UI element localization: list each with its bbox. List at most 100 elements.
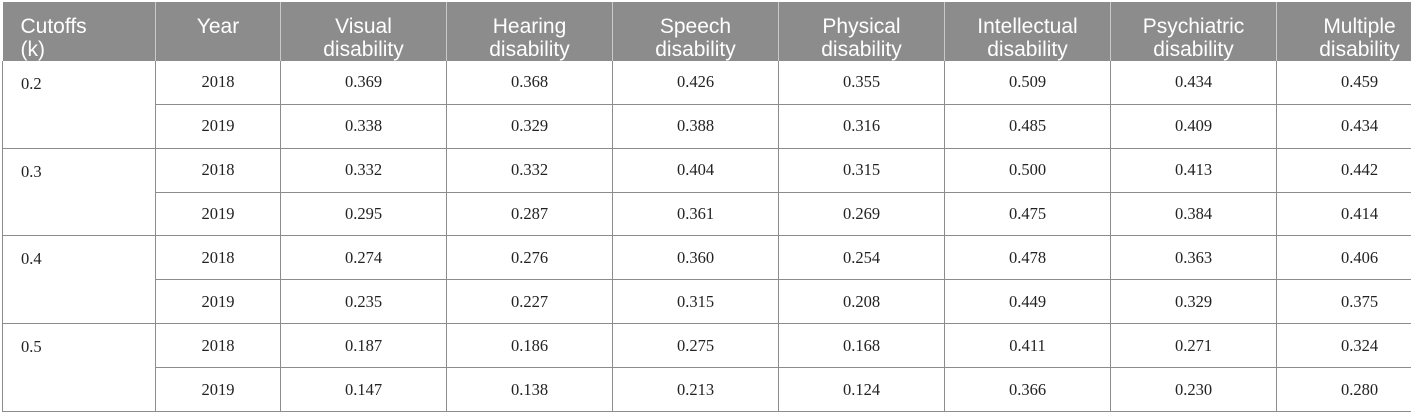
value-cell: 0.324 bbox=[1276, 323, 1411, 369]
value-cell: 0.274 bbox=[280, 235, 447, 281]
header-hearing: Hearing disability bbox=[446, 2, 613, 61]
value-cell: 0.338 bbox=[280, 104, 447, 149]
value-cell: 0.269 bbox=[778, 192, 945, 237]
header-text: disability bbox=[489, 38, 570, 61]
header-text: (k) bbox=[20, 38, 46, 61]
value-cell: 0.449 bbox=[944, 279, 1111, 325]
value-cell: 0.413 bbox=[1110, 148, 1277, 193]
value-cell: 0.409 bbox=[1110, 104, 1277, 149]
year-cell: 2019 bbox=[155, 279, 281, 325]
value-cell: 0.329 bbox=[446, 104, 613, 149]
header-text: Year bbox=[196, 15, 240, 38]
table-row: 0.4 2018 0.274 0.276 0.360 0.254 0.478 0.363 0.4… bbox=[2, 235, 1411, 325]
year-cell: 2019 bbox=[155, 104, 281, 149]
header-year: Year bbox=[155, 2, 281, 61]
value-cell: 0.509 bbox=[944, 61, 1111, 105]
header-physical: Physical disability bbox=[778, 2, 945, 61]
value-cell: 0.368 bbox=[446, 61, 613, 105]
header-text: disability bbox=[323, 38, 404, 61]
value-cell: 0.361 bbox=[612, 192, 779, 237]
value-cell: 0.355 bbox=[778, 61, 945, 105]
value-cell: 0.363 bbox=[1110, 235, 1277, 281]
value-cell: 0.316 bbox=[778, 104, 945, 149]
cutoff-cell: 0.5 bbox=[2, 323, 156, 412]
cutoff-cell: 0.2 bbox=[2, 61, 156, 149]
table-row: 0.3 2018 0.332 0.332 0.404 0.315 0.500 0.413 0.4… bbox=[2, 148, 1411, 237]
value-cell: 0.275 bbox=[612, 323, 779, 369]
value-cell: 0.426 bbox=[612, 61, 779, 105]
value-cell: 0.406 bbox=[1276, 235, 1411, 281]
value-cell: 0.227 bbox=[446, 279, 613, 325]
header-text: disability bbox=[1319, 38, 1400, 61]
header-text: Psychiatric bbox=[1142, 15, 1245, 38]
value-cell: 0.295 bbox=[280, 192, 447, 237]
value-cell: 0.388 bbox=[612, 104, 779, 149]
year-cell: 2019 bbox=[155, 367, 281, 412]
value-cell: 0.186 bbox=[446, 323, 613, 369]
cutoff-cell: 0.3 bbox=[2, 148, 156, 237]
header-visual: Visual disability bbox=[280, 2, 447, 61]
value-cell: 0.315 bbox=[778, 148, 945, 193]
value-cell: 0.500 bbox=[944, 148, 1111, 193]
header-text: Visual bbox=[335, 15, 392, 38]
value-cell: 0.478 bbox=[944, 235, 1111, 281]
header-text: Intellectual bbox=[977, 15, 1078, 38]
value-cell: 0.280 bbox=[1276, 367, 1411, 412]
value-cell: 0.434 bbox=[1276, 104, 1411, 149]
value-cell: 0.485 bbox=[944, 104, 1111, 149]
table-row: 2019 0.295 0.287 0.361 0.269 0.475 0.384 0.414 bbox=[3, 192, 1411, 237]
value-cell: 0.138 bbox=[446, 367, 613, 412]
table-row: 0.5 2018 0.187 0.186 0.275 0.168 0.411 0.271 0.3… bbox=[2, 323, 1411, 412]
header-intellectual: Intellectual disability bbox=[944, 2, 1111, 61]
value-cell: 0.230 bbox=[1110, 367, 1277, 412]
header-text: Cutoffs bbox=[20, 15, 87, 38]
value-cell: 0.404 bbox=[612, 148, 779, 193]
value-cell: 0.384 bbox=[1110, 192, 1277, 237]
header-text: Multiple bbox=[1323, 15, 1396, 38]
header-multiple: Multiple disability bbox=[1276, 2, 1411, 61]
value-cell: 0.369 bbox=[280, 61, 447, 105]
value-cell: 0.411 bbox=[944, 323, 1111, 369]
value-cell: 0.208 bbox=[778, 279, 945, 325]
header-text: disability bbox=[987, 38, 1068, 61]
header-text: disability bbox=[655, 38, 736, 61]
header-speech: Speech disability bbox=[612, 2, 779, 61]
value-cell: 0.332 bbox=[280, 148, 447, 193]
header-psychiatric: Psychiatric disability bbox=[1110, 2, 1277, 61]
value-cell: 0.442 bbox=[1276, 148, 1411, 193]
year-cell: 2018 bbox=[155, 148, 281, 193]
table-row: 2019 0.147 0.138 0.213 0.124 0.366 0.230 0.280 bbox=[3, 367, 1411, 412]
value-cell: 0.414 bbox=[1276, 192, 1411, 237]
value-cell: 0.124 bbox=[778, 367, 945, 412]
value-cell: 0.235 bbox=[280, 279, 447, 325]
year-cell: 2018 bbox=[155, 235, 281, 281]
value-cell: 0.332 bbox=[446, 148, 613, 193]
header-row: Cutoffs (k) Year Visual disability Hearing dis… bbox=[2, 2, 1411, 61]
table-row: 2019 0.338 0.329 0.388 0.316 0.485 0.409 0.434 bbox=[3, 104, 1411, 149]
value-cell: 0.375 bbox=[1276, 279, 1411, 325]
value-cell: 0.434 bbox=[1110, 61, 1277, 105]
value-cell: 0.147 bbox=[280, 367, 447, 412]
table-row: 2019 0.235 0.227 0.315 0.208 0.449 0.329 0.375 bbox=[3, 279, 1411, 325]
header-text: Physical bbox=[822, 15, 901, 38]
value-cell: 0.276 bbox=[446, 235, 613, 281]
header-text: Speech bbox=[659, 15, 732, 38]
year-cell: 2019 bbox=[155, 192, 281, 237]
value-cell: 0.475 bbox=[944, 192, 1111, 237]
value-cell: 0.329 bbox=[1110, 279, 1277, 325]
value-cell: 0.287 bbox=[446, 192, 613, 237]
value-cell: 0.168 bbox=[778, 323, 945, 369]
header-text: Hearing bbox=[492, 15, 567, 38]
value-cell: 0.254 bbox=[778, 235, 945, 281]
cutoff-cell: 0.4 bbox=[2, 235, 156, 325]
value-cell: 0.459 bbox=[1276, 61, 1411, 105]
year-cell: 2018 bbox=[155, 61, 281, 105]
header-text: disability bbox=[821, 38, 902, 61]
value-cell: 0.360 bbox=[612, 235, 779, 281]
value-cell: 0.271 bbox=[1110, 323, 1277, 369]
header-text: disability bbox=[1153, 38, 1234, 61]
value-cell: 0.187 bbox=[280, 323, 447, 369]
value-cell: 0.315 bbox=[612, 279, 779, 325]
